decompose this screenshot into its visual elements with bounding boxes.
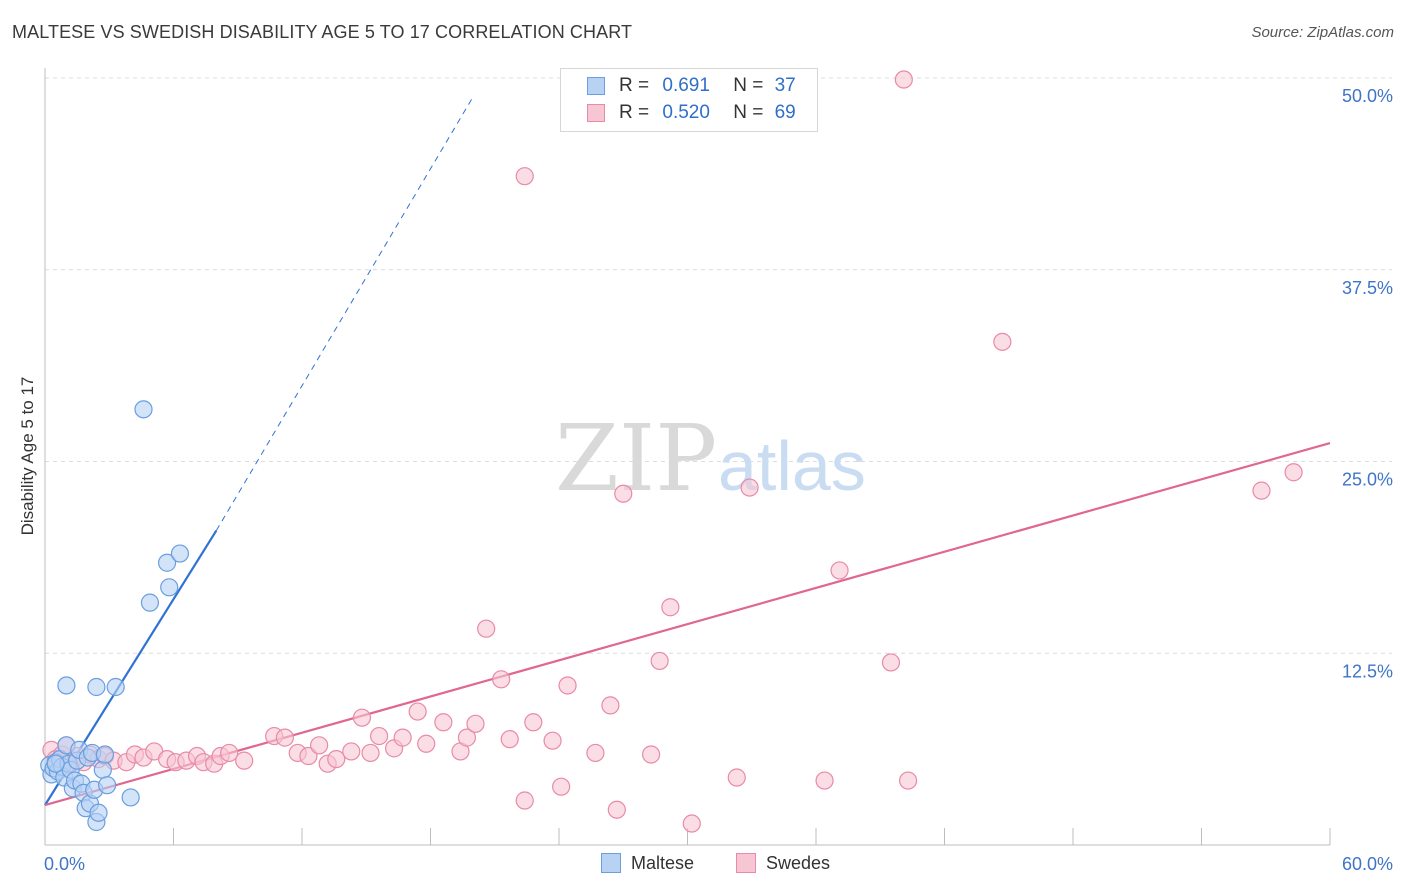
label-layer: 12.5% 25.0% 37.5% 50.0% 0.0% 60.0% [44, 86, 1393, 874]
swedes-point [1284, 463, 1303, 482]
swedes-point [740, 478, 759, 497]
swedes-point [515, 167, 534, 186]
swedes-point [275, 728, 294, 747]
swedes-point [466, 714, 485, 733]
swedes-legend-label: Swedes [766, 853, 831, 873]
maltese-r-value: 0.691 [662, 75, 710, 96]
swedes-point [515, 791, 534, 810]
grid-layer [45, 77, 1392, 654]
maltese-swatch [587, 77, 605, 95]
maltese-point [57, 676, 76, 695]
x-tick-label-min: 0.0% [44, 854, 85, 874]
chart-title: MALTESE VS SWEDISH DISABILITY AGE 5 TO 1… [12, 22, 633, 42]
swedes-point [558, 676, 577, 695]
swedes-point [1252, 481, 1271, 500]
bottom-legend-maltese[interactable]: Maltese [601, 853, 694, 874]
swedes-point [661, 598, 680, 617]
maltese-point [89, 803, 108, 822]
swedes-point [607, 800, 626, 819]
swedes-point [524, 713, 543, 732]
maltese-point [98, 776, 117, 795]
maltese-point [106, 677, 125, 697]
maltese-r-label: R = [619, 75, 650, 96]
swedes-point [492, 670, 511, 689]
source-credit: Source: ZipAtlas.com [1251, 24, 1394, 41]
swedes-point [543, 731, 562, 750]
swedes-n-value: 69 [774, 102, 796, 123]
swedes-point [500, 730, 519, 749]
swedes-n-label: N = [733, 102, 764, 123]
maltese-point [140, 593, 160, 612]
swedes-point [830, 561, 849, 580]
swedes-point [235, 751, 254, 770]
swedes-r-value: 0.520 [662, 102, 710, 123]
swedes-swatch [587, 104, 605, 122]
swedes-r-label: R = [619, 102, 650, 123]
swedes-point [641, 745, 661, 764]
x-tick-label-max: 60.0% [1342, 854, 1393, 874]
swedes-point [352, 708, 372, 727]
swedes-point [220, 743, 239, 763]
swedes-point [327, 749, 346, 769]
maltese-point [87, 677, 106, 697]
swedes-point [342, 742, 361, 761]
maltese-point [95, 745, 115, 764]
maltese-n-label: N = [733, 75, 764, 96]
swedes-point [370, 726, 389, 746]
swedes-point [586, 743, 605, 763]
maltese-legend-label: Maltese [631, 853, 695, 873]
swedes-point [881, 653, 901, 672]
swedes-point [815, 771, 834, 790]
swedes-trendline [44, 442, 1331, 807]
maltese-point [46, 754, 65, 773]
y-tick-label: 12.5% [1342, 661, 1393, 681]
swedes-point [993, 332, 1012, 351]
swedes-point [434, 713, 453, 732]
y-tick-label: 37.5% [1342, 278, 1393, 298]
y-tick-label: 50.0% [1342, 86, 1393, 106]
bottom-legend-swedes[interactable]: Swedes [736, 853, 830, 874]
watermark-atlas: atlas [718, 427, 866, 505]
maltese-point [160, 578, 179, 597]
correlation-legend: R = 0.691 N = 37 R = 0.520 N = 69 [560, 68, 818, 132]
maltese-legend-swatch [601, 853, 621, 873]
swedes-point [457, 728, 477, 747]
y-tick-label: 25.0% [1342, 470, 1393, 490]
swedes-point [727, 768, 746, 787]
maltese-point [134, 400, 153, 419]
swedes-point [310, 736, 329, 755]
swedes-point [393, 728, 412, 747]
swedes-point [601, 696, 620, 715]
maltese-n-value: 37 [774, 75, 796, 96]
swedes-point [299, 746, 318, 766]
swedes-point [477, 619, 496, 638]
maltese-point [170, 544, 190, 563]
maltese-trendline-extension [215, 96, 474, 531]
axis-layer [44, 68, 1331, 846]
maltese-point [121, 788, 140, 807]
maltese-point [93, 760, 112, 779]
points-layer [40, 70, 1303, 833]
swedes-point [408, 702, 427, 721]
watermark-zip: ZIP [555, 405, 717, 512]
swedes-point [650, 651, 669, 671]
swedes-point [361, 743, 380, 763]
swedes-point [682, 814, 701, 833]
swedes-point [898, 771, 918, 790]
swedes-point [552, 777, 571, 796]
maltese-point [157, 553, 177, 572]
y-axis-label: Disability Age 5 to 17 [18, 376, 37, 536]
swedes-point [894, 70, 913, 89]
swedes-legend-swatch [736, 853, 756, 873]
watermark: ZIP atlas [555, 405, 866, 512]
swedes-point [417, 734, 436, 753]
swedes-point [614, 484, 633, 503]
